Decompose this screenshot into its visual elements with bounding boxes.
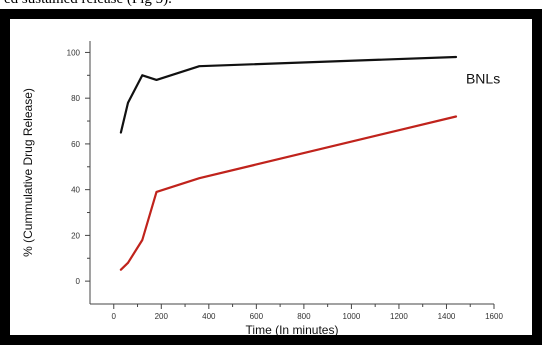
data-point-ba [155, 79, 158, 81]
series-label-bnls: BNLs [466, 70, 500, 86]
release-chart: 0 200 400 600 800 1000 1200 1400 1600 0 20 40 60 80 10… [21, 19, 503, 335]
x-axis-title: Time (In minutes) [246, 323, 339, 335]
y-tick-label: 0 [76, 277, 81, 286]
y-tick-label: 80 [71, 94, 80, 103]
data-point-bnls [141, 239, 144, 241]
x-tick-label: 800 [297, 312, 311, 321]
data-point-ba [141, 74, 144, 77]
y-tick-label: 60 [71, 140, 80, 149]
x-tick-label: 1600 [485, 312, 503, 321]
x-tick-label: 1200 [390, 312, 408, 321]
x-tick-label: 1000 [343, 312, 361, 321]
y-tick-label: 100 [67, 48, 81, 57]
y-tick-label: 20 [71, 231, 80, 240]
figure-caption: ed sustained release (Fig 5). [4, 0, 172, 8]
series-label-ba: BA [466, 19, 485, 22]
x-tick-label: 0 [112, 312, 117, 321]
data-point-bnls [120, 268, 122, 271]
series-line-bnls [119, 115, 458, 271]
y-axis-title: % (Cummulative Drug Release) [21, 88, 35, 257]
caption-strip: ed sustained release (Fig 5). [0, 0, 542, 9]
data-point-bnls [198, 177, 201, 180]
figure-frame: 0 200 400 600 800 1000 1200 1400 1600 0 20 40 60 80 10… [0, 9, 542, 345]
x-tick-label: 600 [250, 312, 264, 321]
data-point-ba [127, 101, 129, 104]
data-point-ba [120, 131, 122, 134]
series-line-ba [119, 55, 458, 134]
x-tick-label: 400 [202, 312, 216, 321]
data-point-bnls [155, 191, 158, 193]
y-tick-label: 40 [71, 186, 80, 195]
data-point-ba [455, 56, 457, 58]
data-point-bnls [455, 115, 457, 118]
x-tick-label: 200 [155, 312, 169, 321]
plot-panel: 0 200 400 600 800 1000 1200 1400 1600 0 20 40 60 80 10… [10, 19, 532, 335]
x-tick-label: 1400 [438, 312, 456, 321]
data-point-bnls [127, 262, 129, 264]
data-point-ba [198, 65, 201, 67]
